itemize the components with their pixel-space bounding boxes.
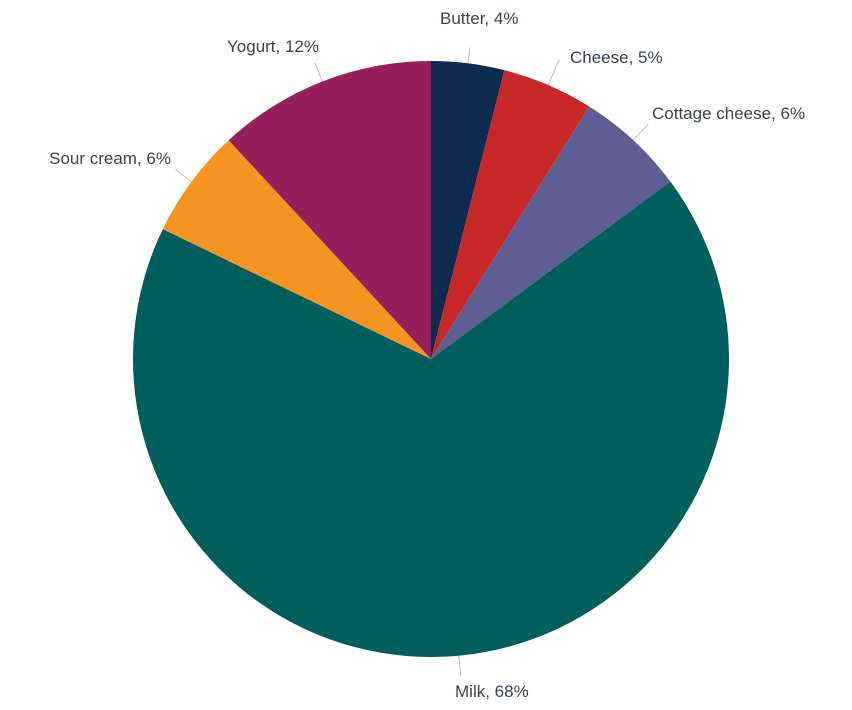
pie-slices — [133, 61, 729, 657]
slice-labels: Butter, 4% Cheese, 5% Cottage cheese, 6% Mi… — [49, 9, 805, 701]
leader-line-cottage-cheese — [633, 123, 649, 141]
leader-line-butter — [467, 47, 471, 64]
leader-line-yogurt — [314, 62, 323, 82]
leader-line-milk — [458, 655, 462, 676]
pie-slice-sour-cream — [162, 140, 432, 359]
leader-line-sour-cream — [175, 169, 192, 182]
slice-label-milk: Milk, 68% — [455, 682, 529, 701]
pie-slice-milk — [133, 181, 729, 657]
slice-label-cheese: Cheese, 5% — [570, 48, 663, 67]
pie-slice-butter — [431, 61, 505, 359]
pie-slice-cheese — [431, 70, 590, 359]
pie-slice-cottage-cheese — [431, 106, 671, 360]
pie-slice-yogurt — [228, 61, 431, 359]
slice-label-yogurt: Yogurt, 12% — [227, 37, 319, 56]
leader-lines — [175, 47, 649, 676]
slice-label-cottage-cheese: Cottage cheese, 6% — [652, 104, 805, 123]
slice-label-sour-cream: Sour cream, 6% — [49, 149, 171, 168]
leader-line-cheese — [547, 59, 560, 86]
slice-label-butter: Butter, 4% — [440, 9, 518, 28]
